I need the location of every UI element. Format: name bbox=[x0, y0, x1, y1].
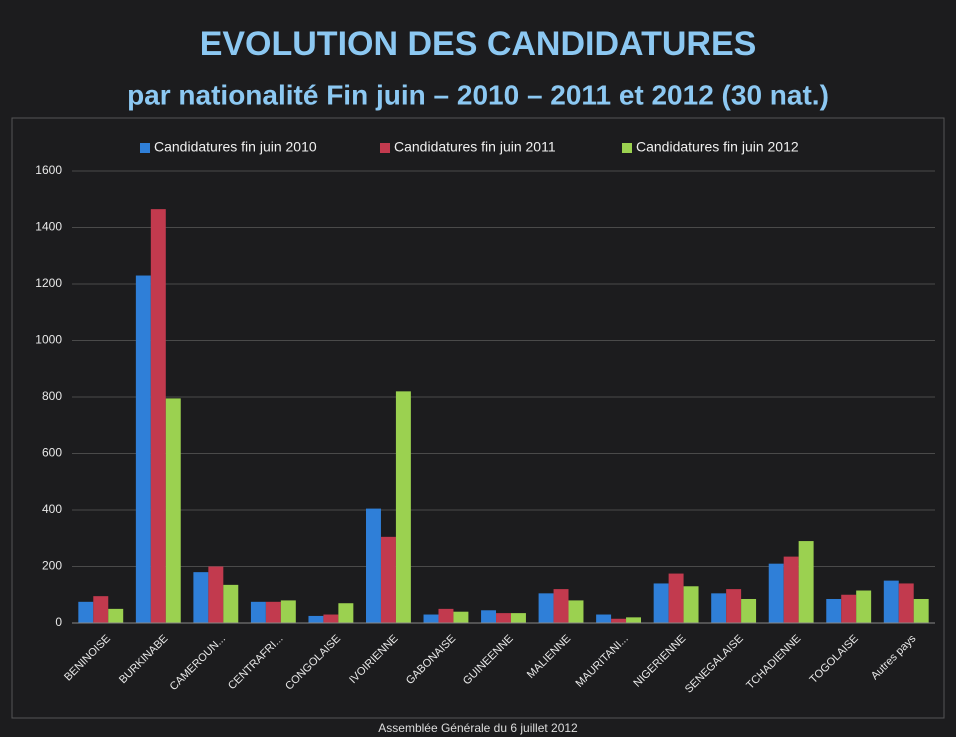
legend-swatch bbox=[140, 143, 150, 153]
bar bbox=[856, 590, 872, 623]
bar bbox=[78, 601, 94, 623]
legend-swatch bbox=[622, 143, 632, 153]
y-tick-label: 1200 bbox=[35, 276, 62, 290]
bar bbox=[768, 563, 784, 623]
bar bbox=[280, 600, 296, 623]
legend-label: Candidatures fin juin 2012 bbox=[636, 139, 799, 155]
bar bbox=[798, 541, 814, 623]
y-tick-label: 200 bbox=[42, 559, 62, 573]
bar bbox=[481, 610, 497, 623]
bar bbox=[496, 613, 511, 623]
bar bbox=[193, 572, 209, 623]
footer: Assemblée Générale du 6 juillet 2012 bbox=[378, 721, 578, 735]
y-tick-label: 1000 bbox=[35, 333, 62, 347]
bar bbox=[626, 617, 642, 623]
bar bbox=[365, 508, 381, 623]
bar bbox=[711, 593, 727, 623]
bar bbox=[395, 391, 411, 623]
y-tick-label: 800 bbox=[42, 389, 62, 403]
bar bbox=[265, 601, 281, 623]
bar bbox=[726, 589, 742, 623]
bar bbox=[165, 398, 181, 623]
bar bbox=[380, 536, 396, 623]
bar bbox=[741, 598, 757, 623]
bar bbox=[568, 600, 584, 623]
bar bbox=[538, 593, 554, 623]
y-tick-label: 1400 bbox=[35, 220, 62, 234]
y-tick-label: 1600 bbox=[35, 163, 62, 177]
bar bbox=[913, 598, 929, 623]
bar bbox=[883, 580, 899, 623]
bar bbox=[510, 613, 526, 623]
bar bbox=[323, 614, 339, 623]
chart-frame bbox=[11, 117, 945, 719]
bar bbox=[438, 608, 454, 623]
bar bbox=[250, 601, 266, 623]
legend-swatch bbox=[380, 143, 390, 153]
bar bbox=[150, 209, 166, 623]
bar bbox=[108, 608, 124, 623]
bar bbox=[783, 556, 799, 623]
bar bbox=[683, 586, 699, 623]
bar bbox=[553, 589, 569, 623]
bar bbox=[453, 611, 469, 623]
bar bbox=[223, 584, 239, 623]
bar bbox=[308, 615, 324, 623]
bar bbox=[653, 583, 669, 623]
chart-subtitle: par nationalité Fin juin – 2010 – 2011 e… bbox=[127, 79, 829, 110]
bar bbox=[826, 598, 842, 623]
bar bbox=[338, 603, 354, 623]
y-tick-label: 400 bbox=[42, 502, 62, 516]
y-tick-label: 0 bbox=[55, 615, 62, 629]
bar bbox=[208, 566, 224, 623]
bar bbox=[898, 583, 914, 623]
bar bbox=[668, 573, 684, 623]
bar bbox=[611, 618, 627, 623]
bar bbox=[596, 614, 612, 623]
bar bbox=[93, 596, 109, 623]
y-tick-label: 600 bbox=[42, 446, 62, 460]
bar bbox=[841, 594, 857, 623]
legend-label: Candidatures fin juin 2011 bbox=[394, 139, 556, 155]
chart-title: EVOLUTION DES CANDIDATURES bbox=[200, 25, 757, 63]
bar bbox=[135, 275, 151, 623]
legend-label: Candidatures fin juin 2010 bbox=[154, 139, 317, 155]
bar bbox=[423, 614, 439, 623]
